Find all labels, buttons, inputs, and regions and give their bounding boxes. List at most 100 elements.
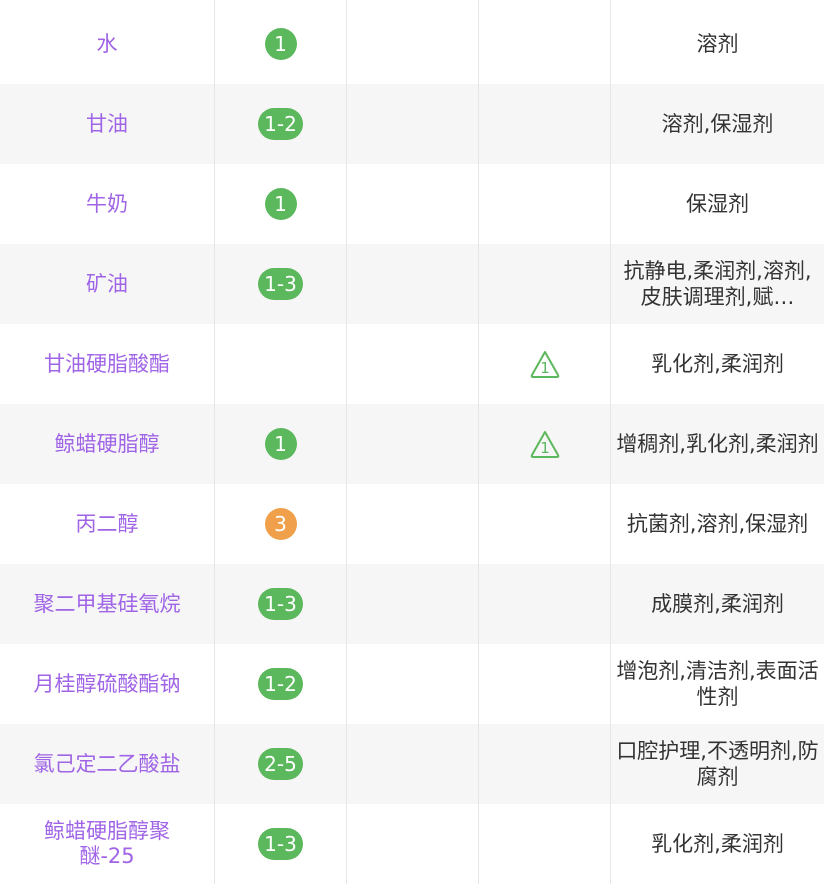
ingredient-name[interactable]: 矿油 xyxy=(0,244,215,324)
ingredient-name-text[interactable]: 矿油 xyxy=(86,271,128,296)
acne-risk-cell xyxy=(479,244,611,324)
safety-score-badge: 1 xyxy=(264,28,297,60)
acne-risk-cell xyxy=(479,644,611,724)
table-row[interactable]: 丙二醇 3 抗菌剂,溶剂,保湿剂 xyxy=(0,484,824,564)
ingredient-name-text[interactable]: 鲸蜡硬脂醇 xyxy=(54,431,160,456)
safety-score-badge: 1-2 xyxy=(258,668,303,700)
warning-count: 1 xyxy=(540,439,550,457)
table-row[interactable]: 甘油硬脂酸酯 1 乳化剂,柔润剂 xyxy=(0,324,824,404)
ingredient-name-text[interactable]: 丙二醇 xyxy=(75,511,139,536)
ingredient-name[interactable]: 氯己定二乙酸盐 xyxy=(0,724,215,804)
safety-score-cell: 1-3 xyxy=(215,244,347,324)
safety-score-cell xyxy=(215,324,347,404)
ingredient-name-text[interactable]: 氯己定二乙酸盐 xyxy=(33,751,181,776)
warning-count: 1 xyxy=(540,359,550,377)
table-row[interactable]: 氯己定二乙酸盐 2-5 口腔护理,不透明剂,防腐剂 xyxy=(0,724,824,804)
function-text: 溶剂 xyxy=(696,32,739,56)
function-text: 乳化剂,柔润剂 xyxy=(651,352,784,376)
safety-score-badge: 2-5 xyxy=(258,748,303,780)
table-row[interactable]: 聚二甲基硅氧烷 1-3 成膜剂,柔润剂 xyxy=(0,564,824,644)
acne-risk-cell xyxy=(479,804,611,884)
table-row[interactable]: 月桂醇硫酸酯钠 1-2 增泡剂,清洁剂,表面活性剂 xyxy=(0,644,824,724)
table-row[interactable]: 矿油 1-3 抗静电,柔润剂,溶剂,皮肤调理剂,赋… xyxy=(0,244,824,324)
safety-score-cell: 1-3 xyxy=(215,804,347,884)
ingredient-name-text[interactable]: 牛奶 xyxy=(86,191,128,216)
active-cell xyxy=(347,484,479,564)
function-cell: 增稠剂,乳化剂,柔润剂 xyxy=(611,404,824,484)
ingredient-name[interactable]: 甘油硬脂酸酯 xyxy=(0,324,215,404)
ingredient-name[interactable]: 水 xyxy=(0,4,215,84)
acne-risk-cell xyxy=(479,484,611,564)
table-row[interactable]: 甘油 1-2 溶剂,保湿剂 xyxy=(0,84,824,164)
safety-score-cell: 1 xyxy=(215,404,347,484)
safety-score-badge: 1-3 xyxy=(258,828,303,860)
ingredient-name-text[interactable]: 聚二甲基硅氧烷 xyxy=(33,591,181,616)
active-cell xyxy=(347,4,479,84)
function-text: 乳化剂,柔润剂 xyxy=(651,832,784,856)
function-text: 成膜剂,柔润剂 xyxy=(651,592,784,616)
row-top-edge xyxy=(0,0,824,4)
function-cell: 溶剂 xyxy=(611,4,824,84)
function-text: 增泡剂,清洁剂,表面活性剂 xyxy=(616,659,819,709)
ingredient-name[interactable]: 甘油 xyxy=(0,84,215,164)
function-cell: 乳化剂,柔润剂 xyxy=(611,324,824,404)
acne-risk-cell: 1 xyxy=(479,404,611,484)
table-row[interactable]: 鲸蜡硬脂醇 1 1 增稠剂,乳化剂,柔润剂 xyxy=(0,404,824,484)
acne-risk-cell xyxy=(479,4,611,84)
table-row[interactable]: 鲸蜡硬脂醇聚醚-25 1-3 乳化剂,柔润剂 xyxy=(0,804,824,884)
function-text: 抗菌剂,溶剂,保湿剂 xyxy=(626,512,809,536)
safety-score-cell: 2-5 xyxy=(215,724,347,804)
function-text: 保湿剂 xyxy=(686,192,749,216)
safety-score-badge: 1-2 xyxy=(258,108,303,140)
safety-score-cell: 1 xyxy=(215,4,347,84)
active-cell xyxy=(347,404,479,484)
ingredient-name-text[interactable]: 水 xyxy=(96,31,118,56)
ingredient-name[interactable]: 鲸蜡硬脂醇 xyxy=(0,404,215,484)
safety-score-badge: 1 xyxy=(264,428,297,460)
table-row[interactable]: 牛奶 1 保湿剂 xyxy=(0,164,824,244)
function-text: 抗静电,柔润剂,溶剂,皮肤调理剂,赋… xyxy=(623,259,812,309)
ingredient-name[interactable]: 牛奶 xyxy=(0,164,215,244)
ingredient-name[interactable]: 丙二醇 xyxy=(0,484,215,564)
function-cell: 抗菌剂,溶剂,保湿剂 xyxy=(611,484,824,564)
acne-risk-cell xyxy=(479,164,611,244)
safety-score-badge: 3 xyxy=(264,508,297,540)
ingredient-name-text[interactable]: 甘油 xyxy=(86,111,128,136)
ingredient-name-text[interactable]: 月桂醇硫酸酯钠 xyxy=(33,671,181,696)
acne-risk-cell xyxy=(479,564,611,644)
active-cell xyxy=(347,164,479,244)
active-cell xyxy=(347,84,479,164)
active-cell xyxy=(347,724,479,804)
active-cell xyxy=(347,804,479,884)
ingredient-name[interactable]: 月桂醇硫酸酯钠 xyxy=(0,644,215,724)
function-cell: 溶剂,保湿剂 xyxy=(611,84,824,164)
function-cell: 乳化剂,柔润剂 xyxy=(611,804,824,884)
warning-triangle-icon: 1 xyxy=(530,351,559,378)
ingredient-name-text[interactable]: 鲸蜡硬脂醇聚醚-25 xyxy=(44,819,170,868)
function-text: 增稠剂,乳化剂,柔润剂 xyxy=(616,432,819,456)
ingredient-name[interactable]: 聚二甲基硅氧烷 xyxy=(0,564,215,644)
function-cell: 口腔护理,不透明剂,防腐剂 xyxy=(611,724,824,804)
safety-score-badge: 1-3 xyxy=(258,268,303,300)
ingredient-name-text[interactable]: 甘油硬脂酸酯 xyxy=(44,351,170,376)
safety-score-cell: 1-2 xyxy=(215,644,347,724)
function-text: 口腔护理,不透明剂,防腐剂 xyxy=(616,739,819,789)
ingredient-table: 水 1 溶剂 甘油 1-2 溶剂,保湿剂 牛奶 1 保湿剂 矿油 1-3 抗静电,柔润… xyxy=(0,4,824,884)
safety-score-badge: 1 xyxy=(264,188,297,220)
active-cell xyxy=(347,324,479,404)
function-cell: 抗静电,柔润剂,溶剂,皮肤调理剂,赋… xyxy=(611,244,824,324)
function-cell: 保湿剂 xyxy=(611,164,824,244)
active-cell xyxy=(347,564,479,644)
safety-score-cell: 1-3 xyxy=(215,564,347,644)
safety-score-cell: 1-2 xyxy=(215,84,347,164)
function-cell: 成膜剂,柔润剂 xyxy=(611,564,824,644)
acne-risk-cell xyxy=(479,724,611,804)
table-row[interactable]: 水 1 溶剂 xyxy=(0,4,824,84)
ingredient-name[interactable]: 鲸蜡硬脂醇聚醚-25 xyxy=(0,804,215,884)
acne-risk-cell: 1 xyxy=(479,324,611,404)
warning-triangle-icon: 1 xyxy=(530,431,559,458)
function-cell: 增泡剂,清洁剂,表面活性剂 xyxy=(611,644,824,724)
active-cell xyxy=(347,244,479,324)
active-cell xyxy=(347,644,479,724)
function-text: 溶剂,保湿剂 xyxy=(661,112,774,136)
